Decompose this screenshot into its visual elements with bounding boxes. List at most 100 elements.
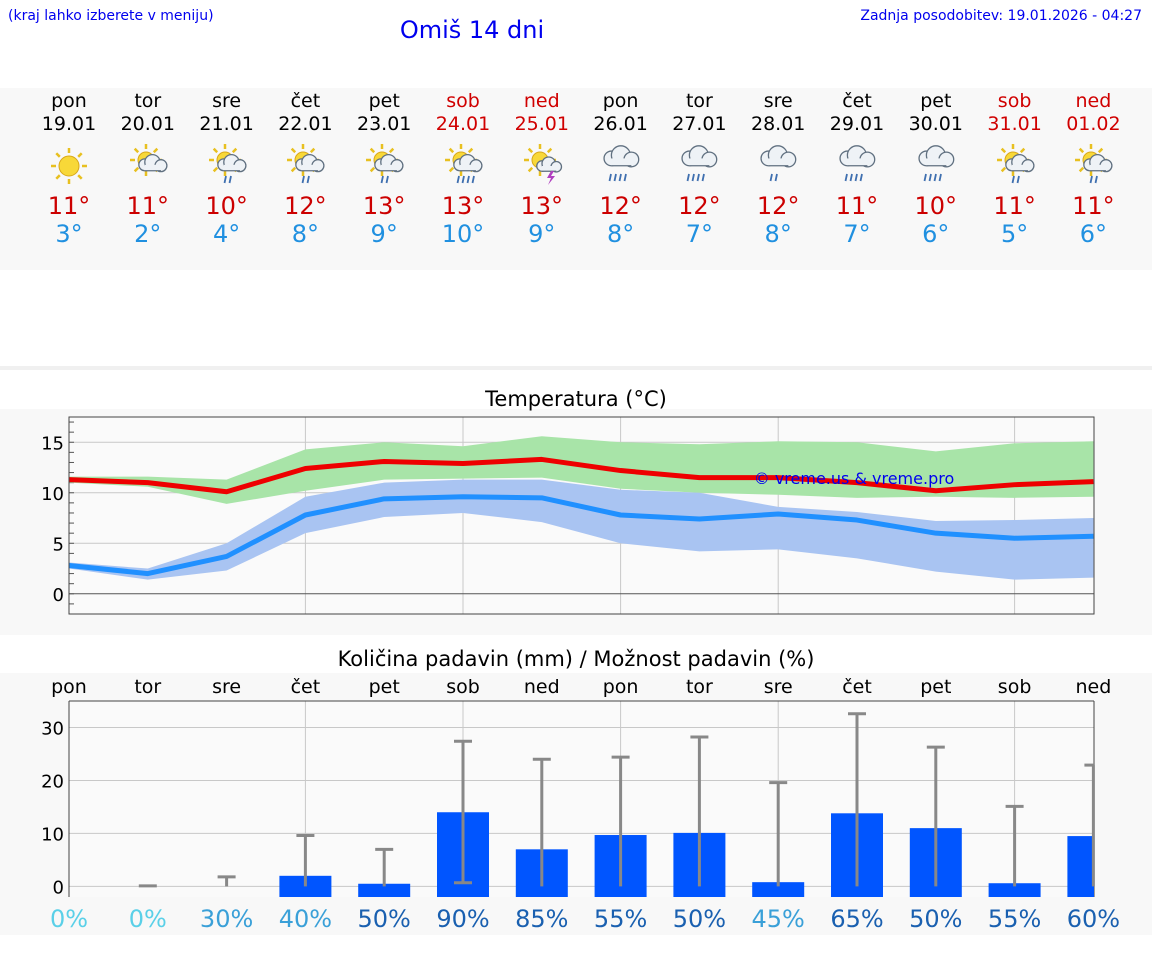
cloud-heavy-rain-icon <box>602 145 639 182</box>
day-column: tor 20.01 11° 2° <box>108 88 187 248</box>
day-max-temp: 11° <box>993 192 1036 220</box>
sun-cloud-rain-icon <box>996 144 1035 184</box>
day-date: 22.01 <box>278 113 333 135</box>
x-category-label: tor <box>134 676 161 698</box>
rain-drop <box>1090 175 1094 184</box>
cloud-shape <box>137 153 168 173</box>
rain-drop <box>307 175 311 184</box>
day-column: sob 31.01 11° 5° <box>975 88 1054 248</box>
sun-cloud-heavy-rain-icon <box>445 144 483 184</box>
probability-label: 30% <box>200 905 253 933</box>
day-date: 19.01 <box>41 113 97 135</box>
precip-bar <box>752 882 805 897</box>
cloud-heavy-rain-icon <box>839 145 876 182</box>
rain-drop <box>223 175 227 184</box>
rain-drop <box>471 175 475 184</box>
day-max-temp: 10° <box>914 192 958 220</box>
cloud-base <box>459 164 476 171</box>
sun-ray <box>546 147 552 154</box>
forecast-strip: pon 19.01 11° 3° tor 20.01 11° 2° sre 21.01 10° 4° č… <box>0 88 1152 270</box>
day-min-temp: 3° <box>55 220 83 248</box>
day-weekday: ned <box>523 90 560 112</box>
probability-label: 50% <box>673 905 726 933</box>
sun-ray <box>55 152 61 158</box>
rain-drop <box>618 173 622 182</box>
probability-label: 40% <box>279 905 332 933</box>
day-weekday: sob <box>997 90 1032 112</box>
sun-ray <box>1079 147 1085 154</box>
rain-drop <box>859 173 863 182</box>
rain-drops <box>1090 175 1099 184</box>
sun-ray <box>1000 147 1006 154</box>
day-column: čet 22.01 12° 8° <box>266 88 345 248</box>
day-date: 31.01 <box>987 113 1042 135</box>
probability-label: 85% <box>515 905 568 933</box>
day-max-temp: 12° <box>756 192 800 220</box>
x-category-label: pet <box>920 676 951 698</box>
sun-ray <box>310 147 316 154</box>
x-category-label: pon <box>51 676 87 698</box>
probability-label: 50% <box>909 905 962 933</box>
rain-drop <box>933 173 937 182</box>
cloud-base <box>768 158 789 166</box>
rain-drops <box>687 173 706 182</box>
day-max-temp: 12° <box>678 192 721 220</box>
rain-drop <box>302 175 306 184</box>
rain-drop <box>697 173 701 182</box>
probability-label: 90% <box>436 905 489 933</box>
page-title: Omiš 14 dni <box>399 16 545 44</box>
watermark: © vreme.us & vreme.pro <box>754 469 955 488</box>
sun-ray <box>152 147 158 154</box>
sun-ray <box>291 147 297 154</box>
x-category-label: ned <box>524 676 560 698</box>
cloud-base <box>541 166 557 172</box>
probability-label: 45% <box>752 905 805 933</box>
cloud-shape <box>1004 153 1035 173</box>
sun-ray <box>133 166 139 173</box>
day-date: 21.01 <box>199 113 254 135</box>
day-weekday: čet <box>842 90 872 112</box>
day-weekday: pon <box>51 90 87 112</box>
rain-drop <box>844 173 848 182</box>
rain-drop <box>380 175 385 184</box>
sun-ray <box>448 166 455 173</box>
sun-cloud-rain-icon <box>1075 144 1113 184</box>
day-min-temp: 6° <box>922 220 950 248</box>
rain-drops <box>923 173 942 182</box>
rain-drop <box>854 173 858 182</box>
day-min-temp: 9° <box>528 220 556 248</box>
cloud-base <box>926 158 947 166</box>
sun-ray <box>133 147 139 154</box>
rain-drop <box>938 173 942 182</box>
cloud-shape <box>1083 153 1113 173</box>
min-temp-line <box>68 494 1094 577</box>
day-weekday: sre <box>212 90 242 112</box>
sun-cloud-rain-icon <box>287 144 325 184</box>
precipitation-chart: 0 10 20 30 pon tor sre čet pet sob ned pon tor sre čet… <box>41 676 1120 933</box>
y-tick-label: 0 <box>53 877 64 898</box>
precip-bar <box>358 883 411 897</box>
x-category-label: čet <box>842 676 872 698</box>
y-tick-label: 15 <box>41 433 64 454</box>
cloud-shape <box>918 145 955 168</box>
sun-cloud-icon <box>129 144 168 176</box>
sun-cloud-rain-icon <box>208 144 247 184</box>
rain-drop <box>385 175 390 184</box>
day-weekday: tor <box>685 90 713 112</box>
sun-ray <box>369 166 376 173</box>
day-min-temp: 2° <box>134 220 162 248</box>
sun-ray <box>1019 147 1025 154</box>
day-max-temp: 11° <box>47 192 91 220</box>
day-max-temp: 11° <box>835 192 879 220</box>
sun-ray <box>467 147 474 154</box>
day-min-temp: 4° <box>212 220 241 248</box>
rain-drops <box>456 175 475 184</box>
cloud-base <box>847 158 868 166</box>
x-category-label: sre <box>764 676 793 698</box>
day-min-temp: 6° <box>1079 220 1108 248</box>
day-column: pon 26.01 12° 8° <box>581 88 660 248</box>
location-hint: (kraj lahko izberete v meniju) <box>8 8 214 24</box>
sun-ray <box>231 147 237 154</box>
lightning-bolt <box>546 171 555 185</box>
x-category-label: sre <box>212 676 241 698</box>
